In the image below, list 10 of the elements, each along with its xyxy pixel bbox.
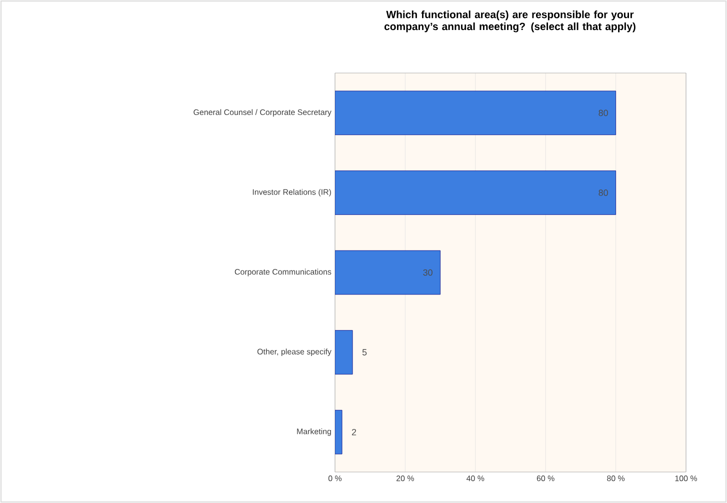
data-label: 80 [598, 110, 608, 116]
data-label: 80 [598, 190, 608, 196]
bar [335, 90, 616, 136]
data-label: 30 [423, 269, 432, 276]
data-label: 5 [362, 349, 367, 356]
bar [335, 250, 441, 295]
chart-title: Which functional area(s) are responsible for your company’s annual meeting? (select all that apply) [384, 10, 636, 32]
bar [335, 330, 353, 374]
bar [335, 170, 616, 215]
data-label: 2 [352, 428, 356, 436]
